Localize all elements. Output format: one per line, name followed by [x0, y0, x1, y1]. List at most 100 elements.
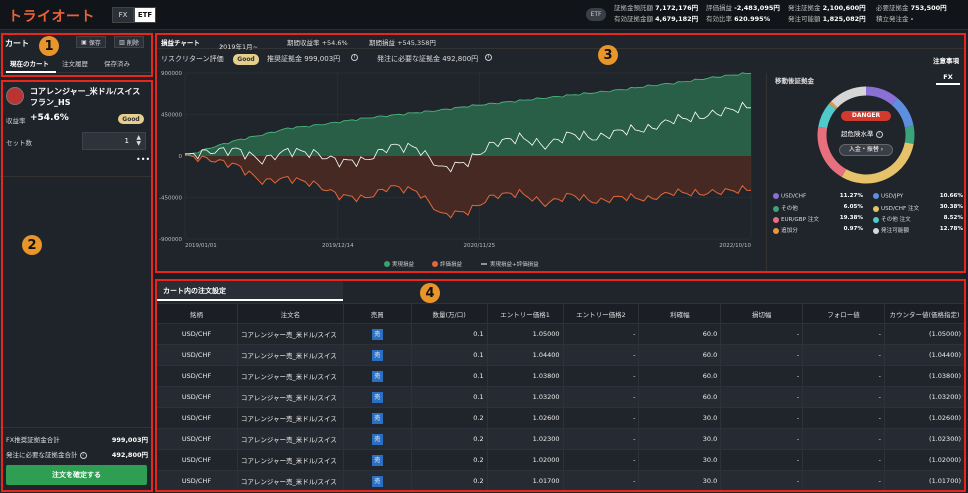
column-header[interactable]: フォロー値	[802, 303, 885, 324]
y-tick-label: 0	[179, 154, 183, 160]
account-value: 2,100,600円	[822, 4, 866, 12]
table-cell-qty: 0.1	[410, 386, 488, 408]
set-count-stepper[interactable]: 1 ▲ ▼	[82, 132, 146, 150]
table-cell-pair: USD/CHF	[155, 386, 238, 408]
column-header[interactable]: カウンター値(価格指定)	[883, 303, 966, 324]
allocation-label: その他 注文	[881, 217, 911, 223]
info-icon[interactable]: i	[351, 54, 358, 61]
account-value: 7,172,176円	[655, 4, 699, 12]
order-margin-value: 492,800円	[111, 451, 148, 459]
table-cell-entry1: 1.02000	[486, 449, 564, 471]
account-value: -2,483,095円	[734, 4, 780, 12]
segment-etf-button[interactable]: ETF	[134, 7, 156, 23]
allocation-label: 発注可能額	[881, 228, 909, 234]
account-summary-col1: 証拠金預託額 7,172,176円 有効証拠金額 4,679,182円	[614, 3, 698, 25]
allocation-label: USD/CHF	[781, 193, 807, 200]
donut-segment	[831, 86, 867, 108]
logo[interactable]: トライオート	[8, 9, 95, 25]
allocation-legend-item: 追加分 0.97%	[773, 226, 863, 234]
tab-cart-order-settings[interactable]: カート内の注文設定	[157, 281, 343, 301]
y-tick-label: 450000	[161, 113, 182, 119]
table-cell-follow: -	[802, 407, 885, 429]
notes-link[interactable]: 注意事項	[933, 57, 959, 65]
chart-header: 損益チャート 2019年1月~ ⌄ 期間収益率 +54.6% 期間損益 +545…	[155, 33, 965, 51]
info-icon[interactable]: i	[485, 54, 492, 61]
account-label: 有効証拠金額	[614, 15, 653, 23]
sell-badge: 売	[371, 475, 383, 487]
account-label: 必要証拠金	[876, 4, 909, 12]
donut-segment	[865, 86, 898, 106]
more-options-icon[interactable]: •••	[136, 155, 151, 164]
table-cell-name: コアレンジャー売_米ドル/スイス	[236, 365, 344, 387]
risk-label: リスクリターン評価	[161, 55, 224, 63]
table-cell-entry2: -	[562, 428, 640, 450]
table-row[interactable]: USD/CHF コアレンジャー売_米ドル/スイス売 0.2 1.01700-30.0-…	[155, 470, 966, 492]
column-header[interactable]: エントリー価格1	[486, 303, 564, 324]
table-cell-follow: -	[802, 428, 885, 450]
account-value: 753,500円	[910, 4, 947, 12]
column-header[interactable]: 注文名	[236, 303, 344, 324]
allocation-pct: 19.38%	[839, 215, 863, 221]
tab-current-cart[interactable]: 現在のカート	[10, 60, 49, 68]
table-cell-pair: USD/CHF	[155, 323, 238, 345]
column-header[interactable]: 売買	[342, 303, 412, 324]
allocation-label: その他	[781, 206, 798, 212]
column-header[interactable]: 損切幅	[720, 303, 804, 324]
delete-button[interactable]: ▥ 削除	[114, 36, 144, 48]
info-icon[interactable]: i	[79, 451, 87, 459]
account-summary-col3: 発注証拠金 2,100,600円 発注可能額 1,825,082円	[788, 3, 866, 25]
table-cell-qty: 0.2	[410, 428, 488, 450]
table-cell-tp: 30.0	[638, 428, 722, 450]
column-header[interactable]: 利確幅	[638, 303, 722, 324]
tab-saved[interactable]: 保存済み	[104, 60, 130, 68]
rating-badge: Good	[118, 114, 144, 124]
confirm-order-button[interactable]: 注文を確定する	[6, 465, 147, 485]
tab-order-history[interactable]: 注文履歴	[62, 60, 88, 68]
trash-icon: ▥	[119, 38, 125, 46]
table-row[interactable]: USD/CHF コアレンジャー売_米ドル/スイス売 0.2 1.02300-30.0-…	[155, 428, 966, 450]
period-pl: 期間損益 +545,358円	[369, 39, 436, 47]
table-cell-entry1: 1.01700	[486, 470, 564, 492]
table-cell-sl: -	[720, 386, 804, 408]
strategy-name: コアレンジャー_米ドル/スイスフラン_HS	[30, 87, 141, 107]
allocation-donut	[817, 86, 915, 184]
table-cell-counter: (1.03200)	[883, 386, 966, 408]
legend-dot-icon	[773, 193, 779, 199]
unrealized-pl-area	[185, 154, 751, 218]
save-label: 保存	[88, 39, 101, 47]
segment-fx-button[interactable]: FX	[112, 7, 134, 23]
stepper-arrows-icon[interactable]: ▲ ▼	[136, 134, 141, 147]
column-header[interactable]: 銘柄	[155, 303, 238, 324]
divider	[0, 176, 153, 177]
table-row[interactable]: USD/CHF コアレンジャー売_米ドル/スイス売 0.2 1.02600-30.0-…	[155, 407, 966, 429]
table-cell-name: コアレンジャー売_米ドル/スイス	[236, 407, 344, 429]
table-row[interactable]: USD/CHF コアレンジャー売_米ドル/スイス売 0.1 1.04400-60.0-…	[155, 344, 966, 366]
table-row[interactable]: USD/CHF コアレンジャー売_米ドル/スイス売 0.2 1.02000-30.0-…	[155, 449, 966, 471]
deposit-transfer-button[interactable]: 入金・振替 ›	[839, 144, 893, 156]
save-button[interactable]: ▣ 保存	[76, 36, 106, 48]
allocation-label: USD/JPY	[881, 193, 904, 200]
column-header[interactable]: エントリー価格2	[562, 303, 640, 324]
table-row[interactable]: USD/CHF コアレンジャー売_米ドル/スイス売 0.1 1.05000-60.0-…	[155, 323, 966, 345]
allocation-legend-item: USD/CHF 11.27%	[773, 193, 863, 200]
info-icon[interactable]: i	[875, 130, 883, 138]
etf-toggle-badge[interactable]: ETF	[586, 8, 606, 21]
allocation-label: EUR/GBP 注文	[781, 217, 819, 223]
column-header[interactable]: 数量(万/口)	[410, 303, 488, 324]
allocation-pct: 30.38%	[939, 204, 963, 210]
table-row[interactable]: USD/CHF コアレンジャー売_米ドル/スイス売 0.1 1.03800-60.0-…	[155, 365, 966, 387]
table-cell-name: コアレンジャー売_米ドル/スイス	[236, 323, 344, 345]
chevron-down-icon: ⌄	[219, 41, 225, 49]
table-cell-side: 売	[342, 386, 412, 408]
realized-pl-area	[185, 72, 751, 156]
table-body: USD/CHF コアレンジャー売_米ドル/スイス売 0.1 1.05000-60.0-…	[155, 323, 966, 492]
table-cell-follow: -	[802, 449, 885, 471]
legend-label: 実現損益+評価損益	[490, 260, 539, 268]
order-settings-table: 銘柄 注文名 売買 数量(万/口) エントリー価格1 エントリー価格2 利確幅 損切幅 フォロー…	[155, 303, 966, 492]
tab-fx[interactable]: FX	[936, 73, 960, 85]
risk-row: リスクリターン評価 推奨証拠金 999,003円 i 発注に必要な証拠金 492…	[155, 50, 765, 68]
table-row[interactable]: USD/CHF コアレンジャー売_米ドル/スイス売 0.1 1.03200-60.0-…	[155, 386, 966, 408]
set-count-label: セット数	[6, 139, 32, 147]
table-cell-counter: (1.05000)	[883, 323, 966, 345]
legend-marker	[432, 261, 438, 267]
